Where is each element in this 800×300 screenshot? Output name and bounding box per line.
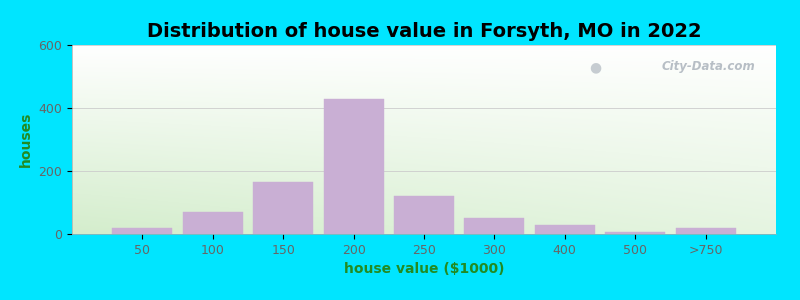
- Bar: [535, 224, 594, 234]
- Bar: [324, 98, 383, 234]
- Text: ●: ●: [590, 60, 602, 74]
- Bar: [394, 196, 454, 234]
- Bar: [606, 232, 665, 234]
- Title: Distribution of house value in Forsyth, MO in 2022: Distribution of house value in Forsyth, …: [146, 22, 702, 41]
- Bar: [183, 212, 242, 234]
- Y-axis label: houses: houses: [19, 112, 33, 167]
- Bar: [254, 182, 313, 234]
- Bar: [676, 228, 735, 234]
- Bar: [465, 218, 524, 234]
- X-axis label: house value ($1000): house value ($1000): [344, 262, 504, 276]
- Text: City-Data.com: City-Data.com: [661, 60, 755, 73]
- Bar: [113, 228, 172, 234]
